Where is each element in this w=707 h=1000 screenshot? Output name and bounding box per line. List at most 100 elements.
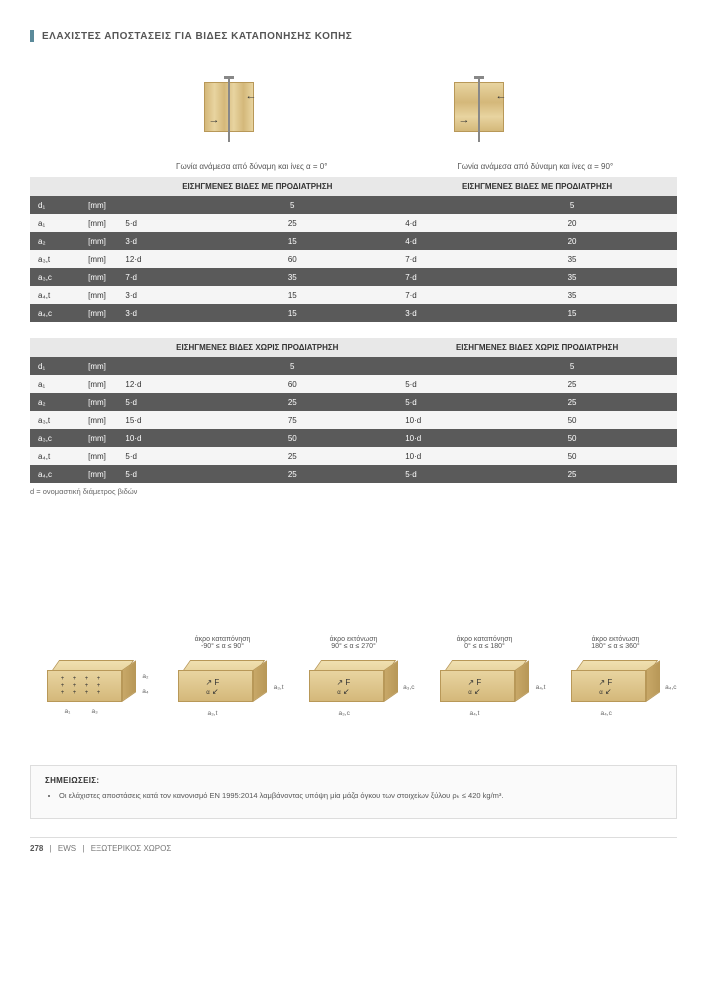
row-formula-left: 5·d — [117, 465, 187, 483]
row-value-left: 25 — [187, 465, 397, 483]
row-formula-right: 7·d — [397, 268, 467, 286]
wood-diagram: άκρο καταπόνηση-90° ≤ α ≤ 90°↗ Fα ↙a₃,ta… — [161, 636, 284, 705]
row-unit: [mm] — [77, 375, 118, 393]
diag-label: a₃ — [92, 708, 98, 715]
wood-block-3d: ↗ Fα ↙a₃,ca₃,c — [309, 660, 399, 705]
row-unit: [mm] — [77, 232, 118, 250]
row-unit: [mm] — [77, 393, 118, 411]
force-arrow-icon: ↗ Fα ↙ — [599, 678, 613, 696]
table2-row: a₂[mm]5·d255·d25 — [30, 393, 677, 411]
notes-list: Οι ελάχιστες αποστάσεις κατά τον κανονισ… — [45, 791, 662, 802]
row-value-right: 50 — [467, 429, 677, 447]
row-unit: [mm] — [77, 304, 118, 322]
row-value-left: 50 — [187, 429, 397, 447]
fastener-grid-icon: ++++++++++++ — [57, 676, 105, 697]
row-formula-left: 3·d — [117, 286, 187, 304]
table-footnote: d = ονομαστική διάμετρος βιδών — [30, 487, 677, 496]
row-formula-right: 4·d — [397, 214, 467, 232]
row-formula-left: 3·d — [117, 232, 187, 250]
diag-label: a₄,t — [470, 710, 480, 717]
row-symbol: a₃,t — [30, 411, 77, 429]
row-value-right: 15 — [467, 304, 677, 322]
row-value-right: 35 — [467, 250, 677, 268]
table1-row: a₃,t[mm]12·d607·d35 — [30, 250, 677, 268]
diag-label: a₂ — [142, 673, 148, 680]
wood-diagram: άκρο εκτόνωση180° ≤ α ≤ 360° ↗ Fα ↙a₄,ca₄… — [554, 636, 677, 705]
force-arrow-icon: ↗ Fα ↙ — [337, 678, 351, 696]
row-value-right: 25 — [467, 375, 677, 393]
row-value-right: 50 — [467, 447, 677, 465]
row-value-right: 35 — [467, 286, 677, 304]
row-formula-left: 10·d — [117, 429, 187, 447]
wood-block-3d: ↗ Fα ↙a₄,ca₄,c — [571, 660, 661, 705]
screw-diagram-90deg: ← → — [454, 72, 504, 152]
screw-diagram-0deg: ← → — [204, 72, 254, 152]
row-symbol: a₂ — [30, 232, 77, 250]
row-symbol: a₄,c — [30, 465, 77, 483]
wood-diagram: άκρο καταπόνηση0° ≤ α ≤ 180°↗ Fα ↙a₄,ta₄… — [423, 636, 546, 705]
diag-label: a₄,t — [536, 684, 546, 691]
row-value-left: 60 — [187, 250, 397, 268]
diag-label: a₄ — [142, 688, 148, 695]
diagram-caption: άκρο εκτόνωση90° ≤ α ≤ 270° — [292, 636, 415, 654]
table1-row: a₁[mm]5·d254·d20 — [30, 214, 677, 232]
row-value-right: 35 — [467, 268, 677, 286]
row-symbol: a₃,c — [30, 268, 77, 286]
row-formula-left: 5·d — [117, 393, 187, 411]
row-unit: [mm] — [77, 286, 118, 304]
diag-label: a₃,c — [339, 710, 350, 717]
row-value-right: 25 — [467, 465, 677, 483]
page-title-bar: ΕΛΑΧΙΣΤΕΣ ΑΠΟΣΤΑΣΕΙΣ ΓΙΑ ΒΙΔΕΣ ΚΑΤΑΠΟΝΗΣ… — [30, 30, 677, 42]
row-formula-right: 3·d — [397, 304, 467, 322]
row-value-left: 25 — [187, 214, 397, 232]
caption-left: Γωνία ανάμεσα από δύναμη και ίνες α = 0° — [110, 162, 394, 171]
row-symbol: a₃,t — [30, 250, 77, 268]
diagram-caption — [30, 636, 153, 654]
notes-title: ΣΗΜΕΙΩΣΕΙΣ: — [45, 776, 662, 785]
row-unit: [mm] — [77, 465, 118, 483]
force-arrow-icon: ↗ Fα ↙ — [206, 678, 220, 696]
table2-section-header: ΕΙΣΗΓΜΕΝΕΣ ΒΙΔΕΣ ΧΩΡΙΣ ΠΡΟΔΙΑΤΡΗΣΗ ΕΙΣΗΓ… — [30, 338, 677, 357]
row-unit: [mm] — [77, 411, 118, 429]
row-formula-right: 7·d — [397, 286, 467, 304]
table1-row: a₄,t[mm]3·d157·d35 — [30, 286, 677, 304]
row-value-left: 25 — [187, 447, 397, 465]
row-unit: [mm] — [77, 268, 118, 286]
row-formula-right: 5·d — [397, 393, 467, 411]
row-value-left: 25 — [187, 393, 397, 411]
table1-row: a₃,c[mm]7·d357·d35 — [30, 268, 677, 286]
page-number: 278 — [30, 844, 43, 853]
table2-row: a₃,c[mm]10·d5010·d50 — [30, 429, 677, 447]
table1-section-header: ΕΙΣΗΓΜΕΝΕΣ ΒΙΔΕΣ ΜΕ ΠΡΟΔΙΑΤΡΗΣΗ ΕΙΣΗΓΜΕΝ… — [30, 177, 677, 196]
row-value-right: 20 — [467, 232, 677, 250]
row-value-left: 75 — [187, 411, 397, 429]
table2-row: a₃,t[mm]15·d7510·d50 — [30, 411, 677, 429]
row-formula-right: 5·d — [397, 375, 467, 393]
table2-row: a₄,c[mm]5·d255·d25 — [30, 465, 677, 483]
diag-label: a₄,c — [601, 710, 612, 717]
row-formula-left: 5·d — [117, 214, 187, 232]
wood-diagram: άκρο εκτόνωση90° ≤ α ≤ 270° ↗ Fα ↙a₃,ca₃,… — [292, 636, 415, 705]
row-value-left: 15 — [187, 304, 397, 322]
row-value-right: 50 — [467, 411, 677, 429]
spacing-table-1: ΕΙΣΗΓΜΕΝΕΣ ΒΙΔΕΣ ΜΕ ΠΡΟΔΙΑΤΡΗΣΗ ΕΙΣΗΓΜΕΝ… — [30, 177, 677, 322]
table2-row: a₄,t[mm]5·d2510·d50 — [30, 447, 677, 465]
illustration-captions: Γωνία ανάμεσα από δύναμη και ίνες α = 0°… — [30, 162, 677, 171]
row-symbol: a₁ — [30, 214, 77, 232]
row-formula-left: 3·d — [117, 304, 187, 322]
row-symbol: a₄,t — [30, 286, 77, 304]
footer-section: ΕΞΩΤΕΡΙΚΟΣ ΧΩΡΟΣ — [91, 844, 172, 853]
top-illustrations: ← → ← → — [30, 72, 677, 152]
row-formula-left: 12·d — [117, 375, 187, 393]
force-arrow-icon: ↗ Fα ↙ — [468, 678, 482, 696]
diagram-caption: άκρο εκτόνωση180° ≤ α ≤ 360° — [554, 636, 677, 654]
diagram-caption: άκρο καταπόνηση0° ≤ α ≤ 180° — [423, 636, 546, 654]
row-unit: [mm] — [77, 250, 118, 268]
row-symbol: a₁ — [30, 375, 77, 393]
table2-row: a₁[mm]12·d605·d25 — [30, 375, 677, 393]
row-unit: [mm] — [77, 214, 118, 232]
row-formula-right: 4·d — [397, 232, 467, 250]
row-value-left: 15 — [187, 286, 397, 304]
note-item: Οι ελάχιστες αποστάσεις κατά τον κανονισ… — [59, 791, 662, 802]
row-formula-left: 5·d — [117, 447, 187, 465]
